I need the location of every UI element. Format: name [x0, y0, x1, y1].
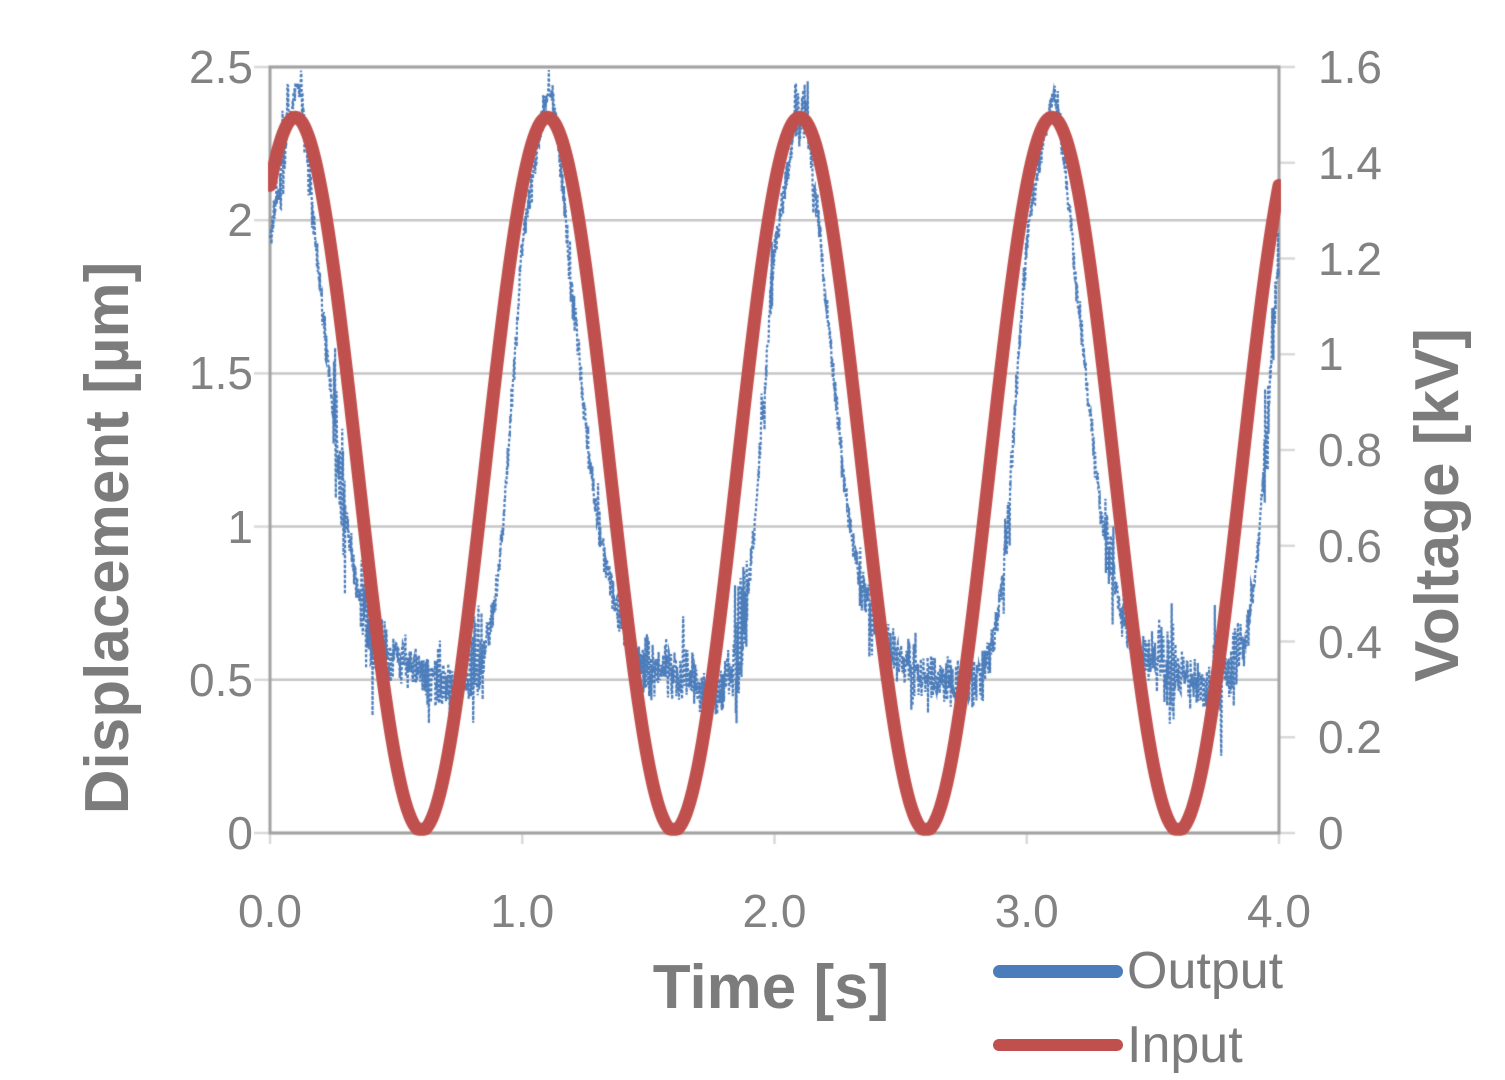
- x-tick-label: 3.0: [994, 885, 1059, 937]
- y-right-tick-label: 0.4: [1318, 615, 1382, 668]
- y-left-tick-label: 1.5: [189, 347, 253, 400]
- y-right-tick-label: 0.6: [1318, 519, 1382, 572]
- y-left-tick-label: 1: [227, 500, 253, 553]
- y-right-tick-label: 0.2: [1318, 711, 1382, 764]
- y-right-tick-label: 1.6: [1318, 41, 1382, 93]
- output-legend-line-swatch: [993, 964, 1123, 978]
- y-right-tick-label: 1.2: [1318, 232, 1382, 285]
- y-right-tick-label: 1: [1318, 328, 1344, 381]
- x-tick-label: 1.0: [490, 885, 555, 937]
- x-tick-label: 0.0: [238, 885, 302, 937]
- y-left-tick-label: 2.5: [189, 41, 253, 93]
- y-left-tick-label: 0.5: [189, 653, 253, 706]
- legend-item-output: Output: [993, 934, 1283, 1008]
- legend: Output Input: [993, 934, 1283, 1080]
- x-axis-title: Time [s]: [652, 953, 890, 1022]
- y-left-tick-label: 2: [227, 194, 253, 247]
- y-right-tick-label: 1.4: [1318, 136, 1382, 189]
- y-right-tick-label: 0.8: [1318, 424, 1382, 476]
- input-legend-label: Input: [1127, 1016, 1243, 1074]
- legend-item-input: Input: [993, 1008, 1283, 1080]
- x-tick-label: 4.0: [1247, 885, 1311, 937]
- input-legend-line-swatch: [993, 1039, 1123, 1051]
- x-tick-label: 2.0: [742, 885, 807, 937]
- output-legend-label: Output: [1127, 942, 1284, 1000]
- y-right-tick-label: 0: [1318, 807, 1344, 859]
- y-left-tick-label: 0: [227, 807, 253, 859]
